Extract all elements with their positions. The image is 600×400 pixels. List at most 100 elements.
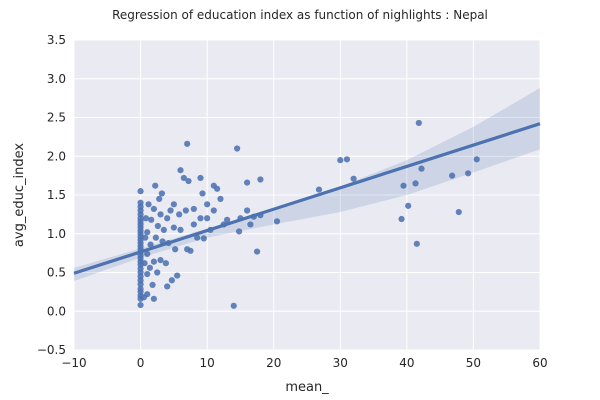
y-tick-label: 0.5 [47,266,66,280]
x-tick-label: 20 [266,356,281,370]
data-point [144,250,151,257]
y-axis-ticks: −0.5 0.0 0.5 1.0 1.5 2.0 2.5 3.0 3.5 [37,33,66,357]
data-point [400,182,407,189]
data-point [176,211,183,218]
data-point [449,172,456,179]
data-point [243,179,251,186]
data-points [137,119,480,309]
data-point [154,269,161,276]
data-point [182,207,189,214]
data-point [473,156,480,163]
data-point [214,185,221,192]
data-point [343,156,351,163]
data-point [217,195,224,202]
data-point [405,202,412,209]
data-point [172,246,179,253]
data-point [337,157,344,164]
data-point [412,180,419,187]
data-point [146,264,153,271]
y-tick-label: 3.5 [47,33,66,47]
grid-lines [73,39,541,351]
data-point [177,167,184,174]
data-point [200,235,207,242]
data-point [137,199,144,206]
data-point [156,195,163,202]
data-point [253,248,261,255]
regression-line-group [73,122,541,275]
data-point [190,221,197,228]
data-point [164,283,171,290]
data-point [137,285,144,292]
y-tick-label: −0.5 [37,343,66,357]
data-point [204,201,211,208]
data-point [194,234,201,241]
data-point [197,174,204,182]
x-tick-label: −10 [61,356,86,370]
x-axis-ticks: −10 0 10 20 30 40 50 60 [61,356,547,370]
data-point [197,215,204,222]
data-point [164,215,171,222]
data-point [162,260,169,267]
data-point [455,208,462,216]
data-point [168,277,175,284]
confidence-band-area [74,88,540,282]
data-point [148,216,155,223]
x-tick-label: 0 [137,356,145,370]
regression-line [73,122,541,275]
data-point [187,247,194,254]
data-point [137,301,144,309]
data-point [142,234,149,241]
data-point [243,207,251,214]
data-point [230,302,237,309]
chart-title: Regression of education index as functio… [112,8,488,22]
data-point [142,215,149,222]
data-point [152,182,159,189]
data-point [350,175,357,182]
data-point [180,174,187,182]
x-tick-label: 50 [466,356,481,370]
x-tick-label: 10 [200,356,215,370]
y-tick-label: 3.0 [47,72,66,86]
data-point [199,190,206,197]
data-point [154,222,161,230]
data-point [167,207,174,214]
y-tick-label: 1.5 [47,188,66,202]
y-axis-title: avg_educ_index [12,143,27,247]
y-tick-label: 2.0 [47,149,66,163]
confidence-band [74,88,540,282]
data-point [150,295,157,302]
data-point [273,218,281,225]
data-point [413,240,420,247]
y-tick-label: 2.5 [47,111,66,125]
data-point [170,224,177,231]
x-tick-label: 30 [333,356,348,370]
data-point [185,177,192,185]
data-point [315,186,323,193]
data-point [247,221,254,228]
data-point [210,207,217,214]
y-tick-label: 0.0 [47,304,66,318]
y-tick-label: 1.0 [47,227,66,241]
data-point [170,201,177,208]
data-point [157,211,164,218]
data-point [224,216,231,223]
data-point [149,281,156,288]
data-point [177,226,184,233]
data-point [158,190,165,197]
x-axis-title: mean_ [285,380,329,395]
data-point [145,201,152,208]
data-point [144,270,151,278]
data-point [150,205,157,213]
data-point [257,176,264,183]
data-point [398,215,405,223]
data-point [204,215,211,222]
data-point [236,228,243,235]
data-point [152,234,159,241]
data-point [157,257,164,264]
x-tick-label: 40 [399,356,414,370]
x-tick-label: 60 [532,356,547,370]
data-point [465,170,472,177]
data-point [137,188,144,195]
data-point [160,226,167,233]
